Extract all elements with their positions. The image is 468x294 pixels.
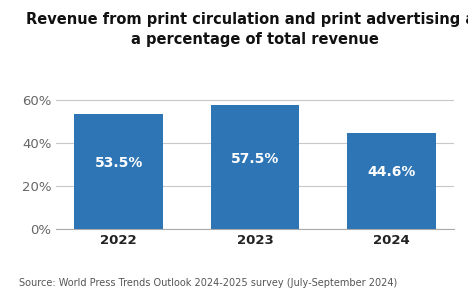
Text: 53.5%: 53.5% xyxy=(95,156,143,170)
Text: Revenue from print circulation and print advertising as: Revenue from print circulation and print… xyxy=(26,12,468,27)
Text: 44.6%: 44.6% xyxy=(367,166,416,179)
Text: Source: World Press Trends Outlook 2024-2025 survey (July-September 2024): Source: World Press Trends Outlook 2024-… xyxy=(19,278,397,288)
Bar xyxy=(347,133,436,229)
Text: 57.5%: 57.5% xyxy=(231,151,279,166)
Bar xyxy=(74,114,163,229)
Text: a percentage of total revenue: a percentage of total revenue xyxy=(131,32,379,47)
Bar xyxy=(211,105,300,229)
